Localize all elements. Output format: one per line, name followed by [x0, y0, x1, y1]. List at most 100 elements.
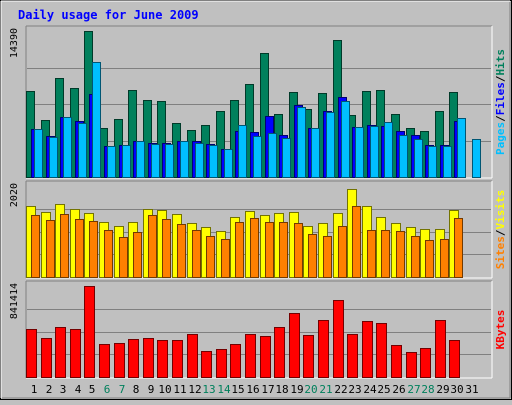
- bar-kbytes: [26, 329, 37, 378]
- y-max-label: 841414: [9, 283, 20, 319]
- x-tick-label: 24: [363, 383, 377, 396]
- legend-pages: Pages: [494, 122, 507, 155]
- x-tick-label: 6: [104, 383, 111, 396]
- bar-sites: [206, 236, 215, 278]
- legend-sites: Sites: [494, 236, 507, 269]
- legend-kbytes: KBytes: [494, 310, 507, 350]
- bar-pages: [268, 133, 277, 178]
- bar-kbytes: [114, 343, 125, 378]
- bar-pages: [311, 128, 320, 178]
- x-tick-label: 16: [246, 383, 259, 396]
- x-tick-label: 30: [450, 383, 463, 396]
- bar-pages: [165, 144, 174, 178]
- x-tick-label: 5: [89, 383, 96, 396]
- bar-pages: [224, 149, 233, 178]
- bar-sites: [75, 219, 84, 278]
- series-hits: [26, 31, 458, 178]
- x-tick-label: 9: [148, 383, 155, 396]
- bar-sites: [133, 232, 142, 278]
- legend-separator: /: [494, 115, 507, 122]
- bar-sites: [104, 230, 113, 278]
- bar-pages: [414, 139, 423, 178]
- bar-pages: [107, 146, 116, 178]
- series-kbytes: [26, 286, 460, 378]
- x-tick-label: 31: [465, 383, 478, 396]
- bar-kbytes: [420, 348, 431, 378]
- legend-hits: Hits: [494, 49, 507, 76]
- bar-pages: [63, 117, 72, 178]
- bar-kbytes: [347, 334, 358, 378]
- bar-sites: [119, 237, 128, 278]
- x-tick-label: 20: [304, 383, 317, 396]
- bar-kbytes: [289, 313, 300, 378]
- bar-sites: [338, 226, 347, 278]
- bar-pages: [472, 139, 481, 178]
- bar-sites: [46, 220, 55, 278]
- bar-hits: [435, 111, 444, 178]
- x-tick-label: 13: [202, 383, 215, 396]
- bar-kbytes: [41, 338, 52, 378]
- legend-separator: /: [494, 229, 507, 236]
- bar-kbytes: [245, 334, 256, 378]
- x-tick-label: 29: [436, 383, 449, 396]
- bar-kbytes: [157, 340, 168, 378]
- bar-sites: [425, 240, 434, 278]
- x-tick-label: 1: [31, 383, 38, 396]
- bar-sites: [440, 239, 449, 278]
- bar-kbytes: [99, 344, 110, 378]
- right-legend-label: Pages/Files/Hits: [494, 49, 507, 155]
- panels: 14390Pages/Files/Hits2020Sites/Visits841…: [9, 25, 507, 379]
- x-tick-label: 4: [75, 383, 82, 396]
- bar-pages: [180, 141, 189, 178]
- bar-kbytes: [260, 336, 271, 378]
- bar-sites: [192, 230, 201, 278]
- x-tick-label: 25: [377, 383, 390, 396]
- x-tick-label: 17: [261, 383, 274, 396]
- bar-kbytes: [376, 323, 387, 378]
- bar-pages: [341, 101, 350, 178]
- x-tick-label: 12: [188, 383, 201, 396]
- bar-sites: [265, 222, 274, 278]
- x-tick-label: 11: [173, 383, 186, 396]
- bar-pages: [370, 126, 379, 178]
- bar-pages: [457, 118, 466, 178]
- bar-kbytes: [303, 335, 314, 378]
- bar-kbytes: [333, 300, 344, 378]
- bar-pages: [253, 136, 262, 178]
- bar-sites: [308, 234, 317, 278]
- x-tick-label: 14: [217, 383, 231, 396]
- y-max-label: 14390: [9, 28, 20, 58]
- legend-separator: /: [494, 75, 507, 82]
- bar-pages: [384, 122, 393, 178]
- bar-kbytes: [391, 345, 402, 378]
- bar-sites: [60, 214, 69, 278]
- x-tick-label: 18: [275, 383, 288, 396]
- x-tick-label: 10: [158, 383, 171, 396]
- bar-sites: [454, 218, 463, 278]
- x-tick-label: 19: [290, 383, 303, 396]
- bar-kbytes: [201, 351, 212, 378]
- bar-kbytes: [449, 340, 460, 378]
- bar-pages: [399, 135, 408, 178]
- bar-sites: [89, 221, 98, 278]
- x-tick-label: 27: [407, 383, 420, 396]
- x-tick-label: 28: [421, 383, 434, 396]
- bar-sites: [381, 230, 390, 278]
- bar-kbytes: [128, 339, 139, 378]
- x-tick-label: 21: [319, 383, 332, 396]
- bar-pages: [326, 112, 335, 178]
- x-tick-label: 7: [119, 383, 126, 396]
- bar-sites: [250, 218, 259, 278]
- bar-pages: [355, 127, 364, 178]
- x-tick-label: 3: [60, 383, 67, 396]
- bar-sites: [177, 224, 186, 278]
- bar-pages: [428, 146, 437, 178]
- legend-files: Files: [494, 82, 507, 115]
- bar-sites: [279, 222, 288, 278]
- series-sites: [31, 206, 463, 278]
- bar-kbytes: [362, 321, 373, 378]
- bar-sites: [235, 222, 244, 278]
- bar-kbytes: [55, 327, 66, 378]
- bar-sites: [352, 206, 361, 278]
